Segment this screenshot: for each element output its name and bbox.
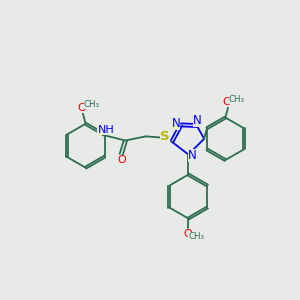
Text: O: O [184,229,193,238]
Text: S: S [160,130,170,143]
Text: O: O [223,97,231,107]
Text: O: O [78,103,86,113]
Text: N: N [172,117,180,130]
Text: CH₃: CH₃ [229,94,245,103]
Text: NH: NH [98,125,114,135]
Text: N: N [193,114,202,127]
Text: N: N [188,149,197,162]
Text: CH₃: CH₃ [188,232,205,241]
Text: CH₃: CH₃ [84,100,100,109]
Text: O: O [117,155,126,165]
